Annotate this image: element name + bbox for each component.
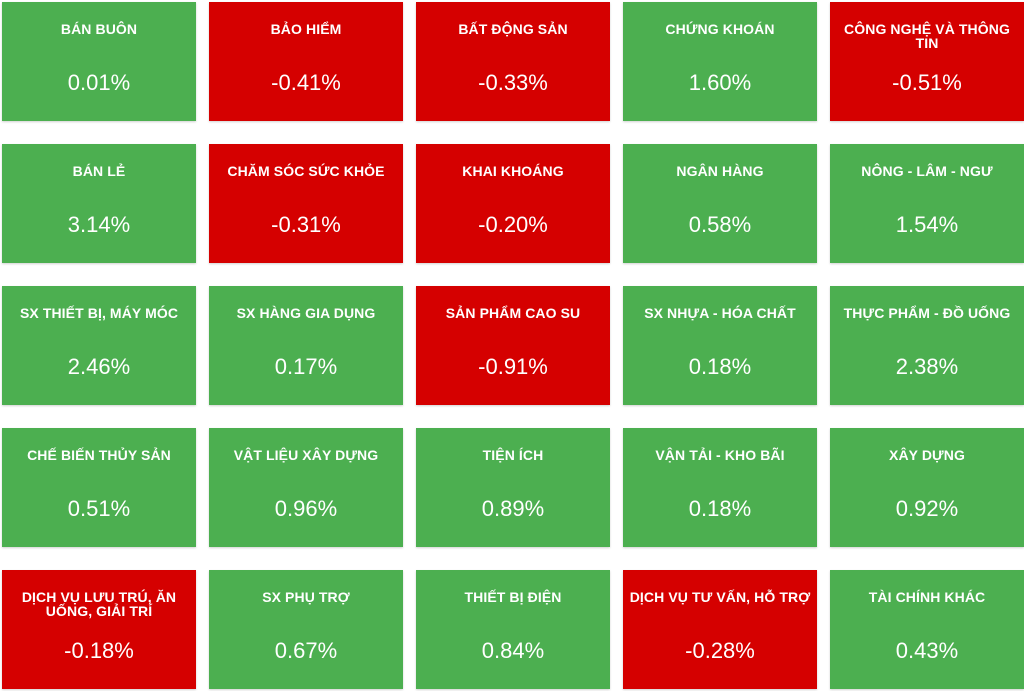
sector-name: TIỆN ÍCH bbox=[482, 447, 544, 463]
sector-change: 2.38% bbox=[895, 354, 959, 379]
sector-tile[interactable]: THIẾT BỊ ĐIỆN 0.84% bbox=[416, 570, 610, 689]
sector-tile[interactable]: SX HÀNG GIA DỤNG 0.17% bbox=[209, 286, 403, 405]
sector-change: 0.51% bbox=[67, 496, 131, 521]
sector-name: SX NHỰA - HÓA CHẤT bbox=[644, 305, 796, 321]
sector-change: 0.96% bbox=[274, 496, 338, 521]
sector-tile[interactable]: DỊCH VỤ LƯU TRÚ, ĂN UỐNG, GIẢI TRÍ -0.18% bbox=[2, 570, 196, 689]
sector-change: -0.91% bbox=[478, 354, 548, 379]
sector-name: XÂY DỰNG bbox=[889, 447, 965, 463]
sector-tile[interactable]: NÔNG - LÂM - NGƯ 1.54% bbox=[830, 144, 1024, 263]
sector-tile[interactable]: BÁN BUÔN 0.01% bbox=[2, 2, 196, 121]
sector-change: 0.18% bbox=[688, 354, 752, 379]
sector-name: SX PHỤ TRỢ bbox=[262, 589, 350, 605]
sector-name: NGÂN HÀNG bbox=[676, 163, 764, 179]
sector-tile[interactable]: CHĂM SÓC SỨC KHỎE -0.31% bbox=[209, 144, 403, 263]
sector-tile[interactable]: CHẾ BIẾN THỦY SẢN 0.51% bbox=[2, 428, 196, 547]
sector-tile[interactable]: SX PHỤ TRỢ 0.67% bbox=[209, 570, 403, 689]
sector-name: CÔNG NGHỆ VÀ THÔNG TIN bbox=[844, 21, 1010, 51]
sector-change: -0.41% bbox=[271, 70, 341, 95]
sector-tile[interactable]: CHỨNG KHOÁN 1.60% bbox=[623, 2, 817, 121]
sector-name: SẢN PHẨM CAO SU bbox=[445, 305, 581, 321]
sector-change: 0.17% bbox=[274, 354, 338, 379]
sector-tile[interactable]: DỊCH VỤ TƯ VẤN, HỖ TRỢ -0.28% bbox=[623, 570, 817, 689]
sector-change: -0.31% bbox=[271, 212, 341, 237]
sector-name: THỰC PHẨM - ĐỒ UỐNG bbox=[843, 305, 1011, 321]
sector-name: BẤT ĐỘNG SẢN bbox=[458, 21, 568, 37]
sector-change: 0.58% bbox=[688, 212, 752, 237]
sector-change: -0.51% bbox=[892, 70, 962, 95]
sector-tile[interactable]: TÀI CHÍNH KHÁC 0.43% bbox=[830, 570, 1024, 689]
sector-change: -0.18% bbox=[64, 638, 134, 663]
sector-name: DỊCH VỤ TƯ VẤN, HỖ TRỢ bbox=[629, 589, 811, 605]
sector-tile[interactable]: VẬN TẢI - KHO BÃI 0.18% bbox=[623, 428, 817, 547]
sector-change: 0.01% bbox=[67, 70, 131, 95]
sector-tile[interactable]: SX NHỰA - HÓA CHẤT 0.18% bbox=[623, 286, 817, 405]
sector-name: CHĂM SÓC SỨC KHỎE bbox=[227, 163, 385, 179]
sector-tile[interactable]: BÁN LẺ 3.14% bbox=[2, 144, 196, 263]
sector-change: 0.89% bbox=[481, 496, 545, 521]
sector-name: BÁN BUÔN bbox=[60, 21, 138, 37]
sector-name: BẢO HIỂM bbox=[270, 21, 342, 37]
sector-name: SX THIẾT BỊ, MÁY MÓC bbox=[19, 305, 179, 321]
sector-change: -0.20% bbox=[478, 212, 548, 237]
sector-tile[interactable]: SẢN PHẨM CAO SU -0.91% bbox=[416, 286, 610, 405]
sector-name: VẬT LIỆU XÂY DỰNG bbox=[233, 447, 379, 463]
sector-tile[interactable]: VẬT LIỆU XÂY DỰNG 0.96% bbox=[209, 428, 403, 547]
sector-name: DỊCH VỤ LƯU TRÚ, ĂN UỐNG, GIẢI TRÍ bbox=[21, 589, 177, 619]
sector-tile[interactable]: SX THIẾT BỊ, MÁY MÓC 2.46% bbox=[2, 286, 196, 405]
sector-change: 3.14% bbox=[67, 212, 131, 237]
sector-tile[interactable]: CÔNG NGHỆ VÀ THÔNG TIN -0.51% bbox=[830, 2, 1024, 121]
sector-change: 2.46% bbox=[67, 354, 131, 379]
sector-name: THIẾT BỊ ĐIỆN bbox=[464, 589, 562, 605]
sector-name: VẬN TẢI - KHO BÃI bbox=[655, 447, 785, 463]
sector-name: TÀI CHÍNH KHÁC bbox=[868, 589, 986, 605]
sector-change: 0.18% bbox=[688, 496, 752, 521]
sector-change: 0.84% bbox=[481, 638, 545, 663]
sector-name: NÔNG - LÂM - NGƯ bbox=[861, 163, 993, 179]
sector-change: 0.92% bbox=[895, 496, 959, 521]
sector-tile[interactable]: NGÂN HÀNG 0.58% bbox=[623, 144, 817, 263]
sector-name: SX HÀNG GIA DỤNG bbox=[236, 305, 376, 321]
sector-name: CHỨNG KHOÁN bbox=[665, 21, 775, 37]
sector-tile[interactable]: BẤT ĐỘNG SẢN -0.33% bbox=[416, 2, 610, 121]
sector-change: 0.43% bbox=[895, 638, 959, 663]
sector-change: 1.54% bbox=[895, 212, 959, 237]
sector-change: 0.67% bbox=[274, 638, 338, 663]
sector-tile[interactable]: BẢO HIỂM -0.41% bbox=[209, 2, 403, 121]
sector-tile[interactable]: TIỆN ÍCH 0.89% bbox=[416, 428, 610, 547]
sector-change: -0.28% bbox=[685, 638, 755, 663]
sector-tile[interactable]: KHAI KHOÁNG -0.20% bbox=[416, 144, 610, 263]
sector-name: KHAI KHOÁNG bbox=[462, 163, 564, 179]
sector-change: 1.60% bbox=[688, 70, 752, 95]
sector-tile[interactable]: THỰC PHẨM - ĐỒ UỐNG 2.38% bbox=[830, 286, 1024, 405]
sector-name: CHẾ BIẾN THỦY SẢN bbox=[27, 447, 171, 463]
sector-tile[interactable]: XÂY DỰNG 0.92% bbox=[830, 428, 1024, 547]
sector-name: BÁN LẺ bbox=[72, 163, 126, 179]
sector-change: -0.33% bbox=[478, 70, 548, 95]
